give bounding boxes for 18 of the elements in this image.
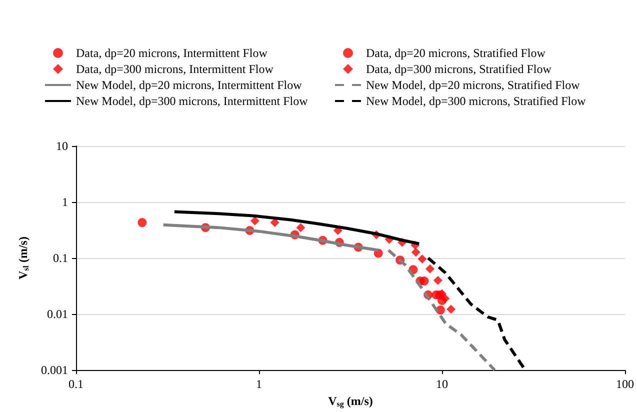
y-tick-label: 1 [62,195,68,210]
legend-label: Data, dp=300 microns, Stratified Flow [366,62,552,76]
legend-label: New Model, dp=20 microns, Intermittent Flow [76,78,302,92]
legend-label: Data, dp=20 microns, Stratified Flow [366,46,546,60]
y-tick-label: 10 [56,139,68,153]
y-tick-label: 0.01 [47,307,68,322]
x-tick-label: 0.1 [68,377,84,392]
legend-label: New Model, dp=300 microns, Intermittent Flow [76,94,308,108]
y-tick-label: 0.001 [41,363,68,378]
x-tick-label: 100 [616,377,634,392]
legend-label: New Model, dp=300 microns, Stratified Flow [366,94,586,108]
x-tick-label: 1 [256,377,262,392]
legend-label: Data, dp=20 microns, Intermittent Flow [76,46,268,60]
legend-label: Data, dp=300 microns, Intermittent Flow [76,62,274,76]
y-tick-label: 0.1 [53,251,68,266]
y-axis-title: Vsl (m/s) [16,236,31,280]
x-tick-label: 10 [436,377,448,392]
legend-label: New Model, dp=20 microns, Stratified Flow [366,78,580,92]
